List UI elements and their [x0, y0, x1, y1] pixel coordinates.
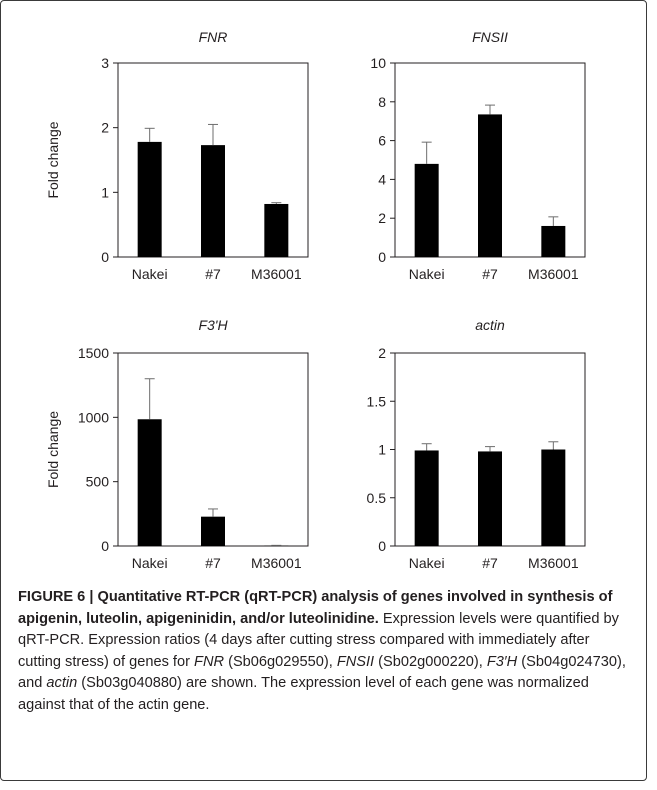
- figure-charts: FNR 0 1 2 3 Fold change Nakei #7 M36001 FNSII 0 2 4 6…: [45, 29, 586, 571]
- y-tick-label: 0: [378, 538, 386, 554]
- x-tick-label: Nakei: [132, 266, 168, 282]
- bar-2: [478, 114, 502, 257]
- y-tick-label: 1: [101, 184, 109, 200]
- bar-1: [414, 163, 439, 257]
- x-tick-label: M36001: [528, 555, 579, 571]
- y-tick-label: 1000: [78, 409, 109, 425]
- y-axis-label: Fold change: [45, 121, 61, 198]
- bar-1: [137, 419, 162, 546]
- caption-gene-fnr: FNR: [194, 653, 225, 670]
- x-tick-label: M36001: [528, 266, 579, 282]
- x-tick-label: M36001: [251, 266, 302, 282]
- chart-title: F3'H: [198, 317, 228, 333]
- y-tick-label: 8: [378, 94, 386, 110]
- chart-panel-4: actin 0 0.5 1 1.5 2 Nakei #7 M36001: [367, 317, 586, 571]
- y-tick-label: 1.5: [367, 393, 387, 409]
- figure-frame: [0, 0, 647, 781]
- x-tick-label: Nakei: [132, 555, 168, 571]
- x-tick-label: #7: [205, 555, 221, 571]
- x-tick-label: Nakei: [409, 266, 445, 282]
- caption-id-2: (Sb02g000220),: [374, 653, 487, 670]
- bar-3: [541, 449, 566, 546]
- y-tick-label: 2: [101, 120, 109, 136]
- y-tick-label: 4: [378, 171, 386, 187]
- caption-text-1: Expression levels were quantified by qRT…: [18, 610, 619, 670]
- chart-title: actin: [475, 317, 505, 333]
- chart-panel-2: FNSII 0 2 4 6 8 10 Nakei #7 M36001: [370, 29, 586, 282]
- bar-2: [201, 516, 225, 546]
- caption-gene-actin: actin: [46, 675, 78, 691]
- caption-heading: FIGURE 6 | Quantitative RT-PCR (qRT-PCR)…: [18, 589, 613, 627]
- caption-id-4: (Sb03g040880) are shown. The expression …: [18, 675, 589, 713]
- y-tick-label: 0: [101, 249, 109, 265]
- caption-id-1: (Sb06g029550),: [224, 653, 337, 670]
- bar-2: [201, 145, 225, 257]
- bar-1: [414, 450, 439, 546]
- bar-3: [264, 203, 289, 257]
- y-tick-label: 0: [378, 249, 386, 265]
- y-tick-label: 1: [378, 442, 386, 458]
- y-axis-label: Fold change: [45, 411, 61, 488]
- y-tick-label: 10: [370, 55, 386, 71]
- caption-id-3: (Sb04g024730), and: [18, 653, 626, 692]
- chart-panel-1: FNR 0 1 2 3 Fold change Nakei #7 M36001: [45, 29, 309, 282]
- y-tick-label: 0.5: [367, 490, 387, 506]
- bar-1: [137, 141, 162, 257]
- y-tick-label: 500: [86, 474, 110, 490]
- x-tick-label: Nakei: [409, 555, 445, 571]
- caption-gene-f3h: F3′H: [486, 653, 518, 670]
- y-tick-label: 6: [378, 133, 386, 149]
- y-tick-label: 2: [378, 345, 386, 361]
- chart-panel-3: F3'H 0 500 1000 1500 Fold change Nakei #7 M36001: [45, 317, 309, 571]
- x-tick-label: #7: [482, 266, 498, 282]
- x-tick-label: M36001: [251, 555, 302, 571]
- figure-caption: FIGURE 6 | Quantitative RT-PCR (qRT-PCR)…: [18, 587, 630, 716]
- y-tick-label: 1500: [78, 345, 109, 361]
- chart-title: FNR: [199, 29, 228, 45]
- y-tick-label: 2: [378, 210, 386, 226]
- y-tick-label: 3: [101, 55, 109, 71]
- chart-title: FNSII: [472, 29, 508, 45]
- bar-3: [541, 225, 566, 257]
- caption-gene-fnsii: FNSII: [336, 653, 375, 670]
- x-tick-label: #7: [482, 555, 498, 571]
- y-tick-label: 0: [101, 538, 109, 554]
- bar-2: [478, 451, 502, 546]
- x-tick-label: #7: [205, 266, 221, 282]
